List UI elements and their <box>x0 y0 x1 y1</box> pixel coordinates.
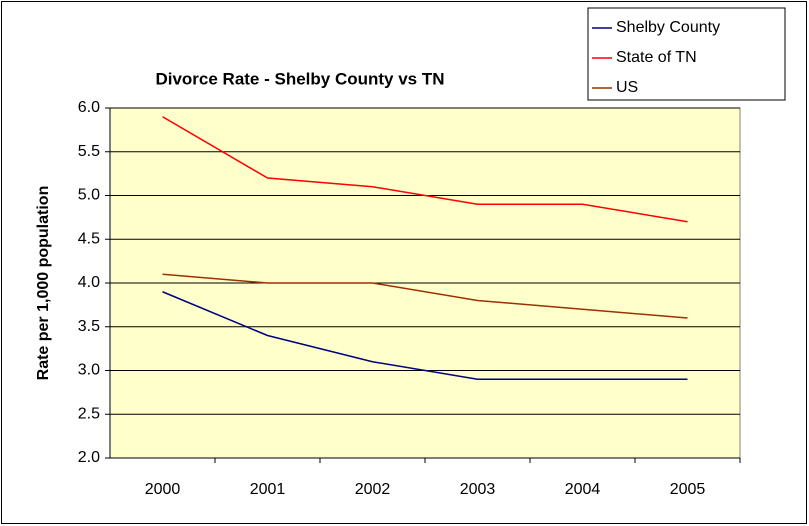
x-tick-label: 2004 <box>565 481 601 498</box>
legend-label: Shelby County <box>616 19 720 36</box>
y-tick-label: 3.0 <box>78 362 100 379</box>
legend-box <box>587 7 786 101</box>
y-tick-label: 2.5 <box>78 405 100 422</box>
y-tick-label: 6.0 <box>78 99 100 116</box>
y-axis-label: Rate per 1,000 population <box>35 186 52 381</box>
y-tick-label: 4.0 <box>78 274 100 291</box>
legend-label: US <box>616 79 638 96</box>
chart-title: Divorce Rate - Shelby County vs TN <box>155 69 444 88</box>
series-line <box>162 291 688 380</box>
x-tick-label: 2005 <box>670 481 706 498</box>
y-tick-label: 5.0 <box>78 187 100 204</box>
y-tick-label: 3.5 <box>78 318 100 335</box>
y-tick-label: 2.0 <box>78 449 100 466</box>
x-tick-label: 2000 <box>145 481 181 498</box>
y-tick-label: 4.5 <box>78 230 100 247</box>
x-tick-label: 2001 <box>250 481 286 498</box>
legend-label: State of TN <box>616 49 697 66</box>
series-line <box>162 116 688 223</box>
series-line <box>162 273 688 319</box>
y-tick-label: 5.5 <box>78 143 100 160</box>
x-tick-label: 2002 <box>355 481 391 498</box>
x-tick-label: 2003 <box>460 481 496 498</box>
